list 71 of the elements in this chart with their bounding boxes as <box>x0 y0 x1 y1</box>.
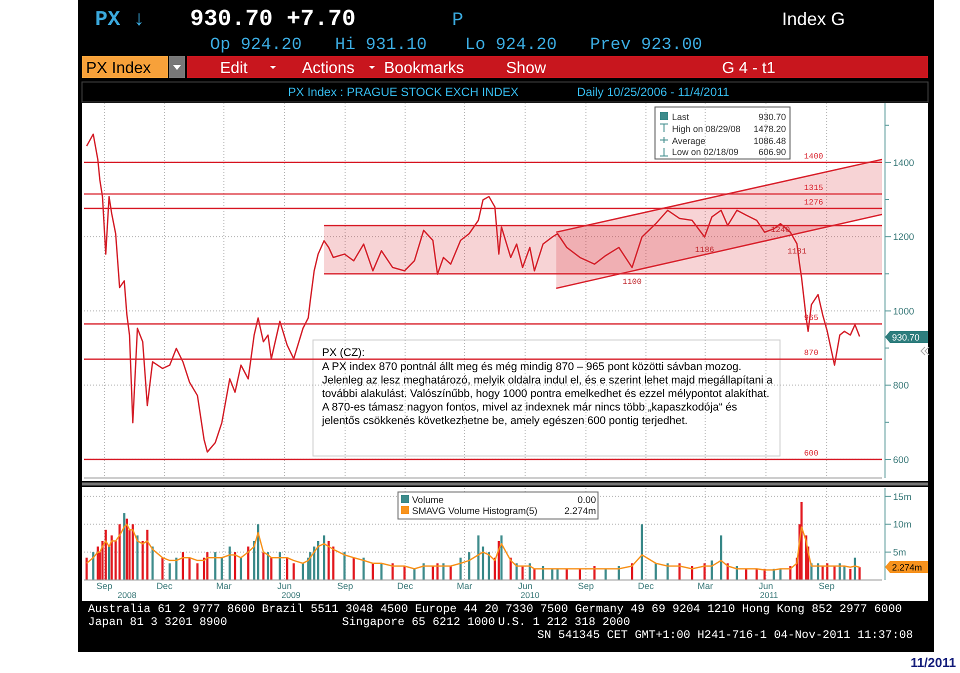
y-tick-label: 600 <box>893 454 909 466</box>
x-tick-label: Sep <box>578 581 594 591</box>
annotation: 1086.48 <box>753 136 786 146</box>
text: Show <box>506 60 546 77</box>
x-tick-label: Jun <box>518 581 532 591</box>
annotation: 606.90 <box>758 147 786 157</box>
text: PX ↓ <box>95 9 146 32</box>
x-tick-label: Jun <box>277 581 292 591</box>
chart-title: PX Index : PRAGUE STOCK EXCH INDEX <box>288 85 519 99</box>
y-tick-label: 15m <box>893 492 912 503</box>
y-tick-label: 5m <box>893 548 906 559</box>
text: Lo 924.20 <box>465 36 557 55</box>
annotation: Last <box>672 112 690 122</box>
text: U.S. 1 212 318 2000 <box>498 616 630 629</box>
legend-label: SMAVG Volume Histogram(5) <box>412 506 538 517</box>
y-tick-label: 800 <box>893 380 909 392</box>
y-tick-label: 1000 <box>893 306 914 318</box>
x-tick-label: Mar <box>456 581 472 591</box>
text: Japan 81 3 3201 8900 <box>88 616 228 629</box>
x-tick-label: Mar <box>698 581 714 591</box>
text: 2009 <box>282 590 301 600</box>
annotation: PX (CZ): <box>322 347 365 359</box>
text: SN 541345 CET GMT+1:00 H241-716-1 04-Nov-2011 11:37:08 <box>537 629 914 642</box>
annotation: 1240 <box>770 226 790 235</box>
text: 2008 <box>118 590 137 600</box>
text: 2011 <box>760 590 778 600</box>
text: 930.70 +7.70 <box>190 6 356 32</box>
annotation: 0.00 <box>578 495 596 506</box>
text: 2.274m <box>892 562 922 572</box>
text: Actions <box>302 60 354 77</box>
text: PX Index <box>86 60 151 77</box>
x-tick-label: Sep <box>337 581 354 591</box>
text: 930.70 <box>892 332 920 342</box>
text: Australia 61 2 9777 8600 Brazil 5511 3048 4500 Europe 44 20 7330 7500 Germany 49 69 9204 1210 Hong Kong 852 2977 6000 <box>88 603 902 616</box>
text: 11/2011 <box>910 655 956 670</box>
chart-subtitle: Daily 10/25/2006 - 11/4/2011 <box>577 85 730 99</box>
text: 2010 <box>520 590 540 600</box>
ref-line-label: 600 <box>804 449 819 458</box>
x-tick-label: Sep <box>818 581 835 591</box>
text: Singapore 65 6212 1000 <box>342 616 496 629</box>
text: Op 924.20 <box>210 36 302 55</box>
ref-line-label: 1276 <box>804 198 824 208</box>
annotation: A PX index 870 pontnál állt meg és még mindig 870 – 965 pont közötti sávban mozog. Jelenleg az lesz meghatározó, melyik oldalra indul el, és e szerint lehet majd megállapítani a további alakulást. Valószínűbb, hogy 1000 pontra emelkedhet és ezzel mélypontot alakíthat. A 870-es támasz nagyon fontos, mivel az indexnek már nincs több „kapaszkodója“ és jelentős csökkenés következhetne be, amely egészen 600 pontig terjedhet. <box>321 361 774 427</box>
annotation: Average <box>672 136 706 146</box>
annotation: 2.274m <box>564 506 596 517</box>
text: Bookmarks <box>384 60 464 77</box>
x-tick-label: Mar <box>216 581 232 591</box>
x-tick-label: Dec <box>638 581 654 591</box>
annotation: High on 08/29/08 <box>672 124 741 134</box>
legend-label: Volume <box>412 495 444 506</box>
x-tick-label: Sep <box>96 581 112 591</box>
text: Prev 923.00 <box>590 36 702 55</box>
annotation: 1186 <box>694 246 714 255</box>
annotation: 1100 <box>622 278 642 287</box>
text: Hi 931.10 <box>335 36 427 55</box>
text: Index G <box>782 9 846 29</box>
ref-line-label: 870 <box>804 349 819 358</box>
y-tick-label: 1200 <box>893 232 914 244</box>
x-tick-label: Dec <box>156 581 173 591</box>
y-tick-label: 10m <box>893 520 912 531</box>
annotation: 930.70 <box>758 112 786 122</box>
text: G 4 - t1 <box>722 60 776 77</box>
x-tick-label: Dec <box>397 581 414 591</box>
ref-line-label: 1400 <box>804 152 824 162</box>
text: P <box>452 9 464 31</box>
annotation: 1478.20 <box>753 124 786 134</box>
y-tick-label: 1400 <box>893 158 914 169</box>
text: Edit <box>220 60 248 77</box>
ref-line-label: 1315 <box>804 184 824 193</box>
x-tick-label: Jun <box>758 581 774 591</box>
annotation: Low on 02/18/09 <box>672 147 739 157</box>
